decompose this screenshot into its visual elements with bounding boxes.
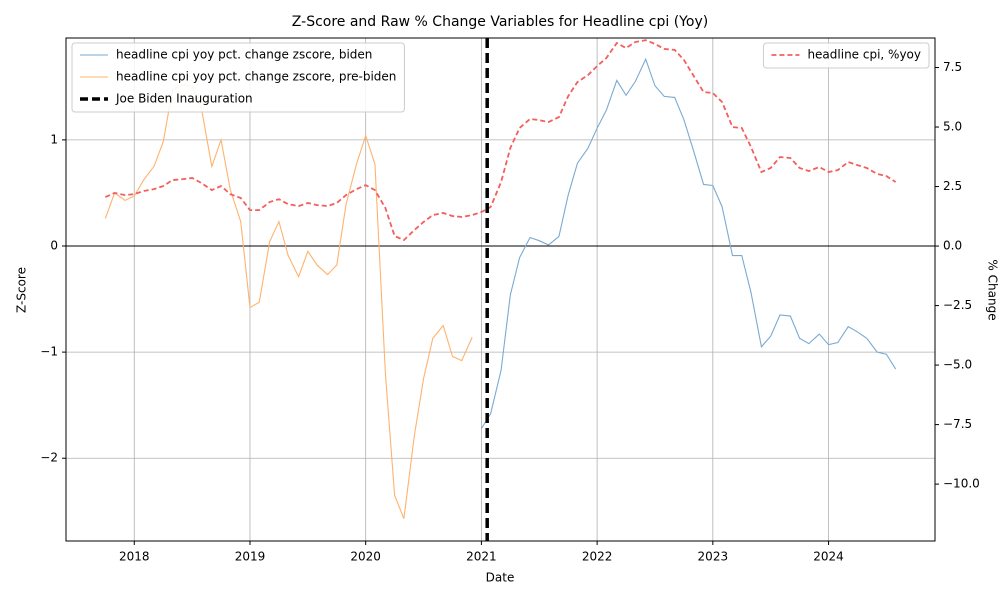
legend-label: headline cpi yoy pct. change zscore, pre… (116, 70, 396, 84)
x-tick-label: 2024 (813, 550, 844, 564)
legend-group: headline cpi yoy pct. change zscore, bid… (71, 42, 405, 113)
plot-area (66, 38, 935, 541)
legend-box (71, 42, 405, 113)
y2-tick-label: 0.0 (943, 239, 962, 253)
x-tick-label: 2019 (235, 550, 266, 564)
chart-title: Z-Score and Raw % Change Variables for H… (292, 14, 708, 30)
y2-tick-label: 7.5 (943, 60, 962, 74)
y-tick-label: 0 (50, 238, 58, 252)
plot-frame (65, 37, 936, 542)
y2-axis-label: % Change (986, 259, 1000, 320)
series-line (104, 84, 473, 519)
y-axis-label: Z-Score (15, 267, 29, 313)
series-line (104, 39, 897, 242)
legend-label: headline cpi, %yoy (807, 48, 921, 62)
x-axis-label: Date (486, 571, 515, 585)
y2-tick-label: −2.5 (943, 298, 972, 312)
legend-group: headline cpi, %yoy (762, 42, 930, 69)
x-tick-label: 2023 (698, 550, 729, 564)
y2-tick-label: 5.0 (943, 120, 962, 134)
grid (66, 38, 935, 541)
x-tick-label: 2020 (350, 550, 381, 564)
x-tick-label: 2022 (582, 550, 613, 564)
y-tick-label: 1 (50, 132, 58, 146)
y-tick-label: −2 (40, 451, 58, 465)
y2-tick-label: −7.5 (943, 417, 972, 431)
y2-tick-label: −10.0 (943, 477, 980, 491)
y2-tick-label: 2.5 (943, 179, 962, 193)
legend-label: Joe Biden Inauguration (115, 92, 253, 106)
legend: headline cpi yoy pct. change zscore, bid… (71, 42, 930, 113)
legend-label: headline cpi yoy pct. change zscore, bid… (116, 48, 372, 62)
legend-box (762, 42, 930, 69)
series-line (480, 57, 897, 429)
y-tick-label: −1 (40, 345, 58, 359)
y2-tick-label: −5.0 (943, 358, 972, 372)
x-tick-label: 2018 (119, 550, 150, 564)
x-tick-label: 2021 (466, 550, 497, 564)
